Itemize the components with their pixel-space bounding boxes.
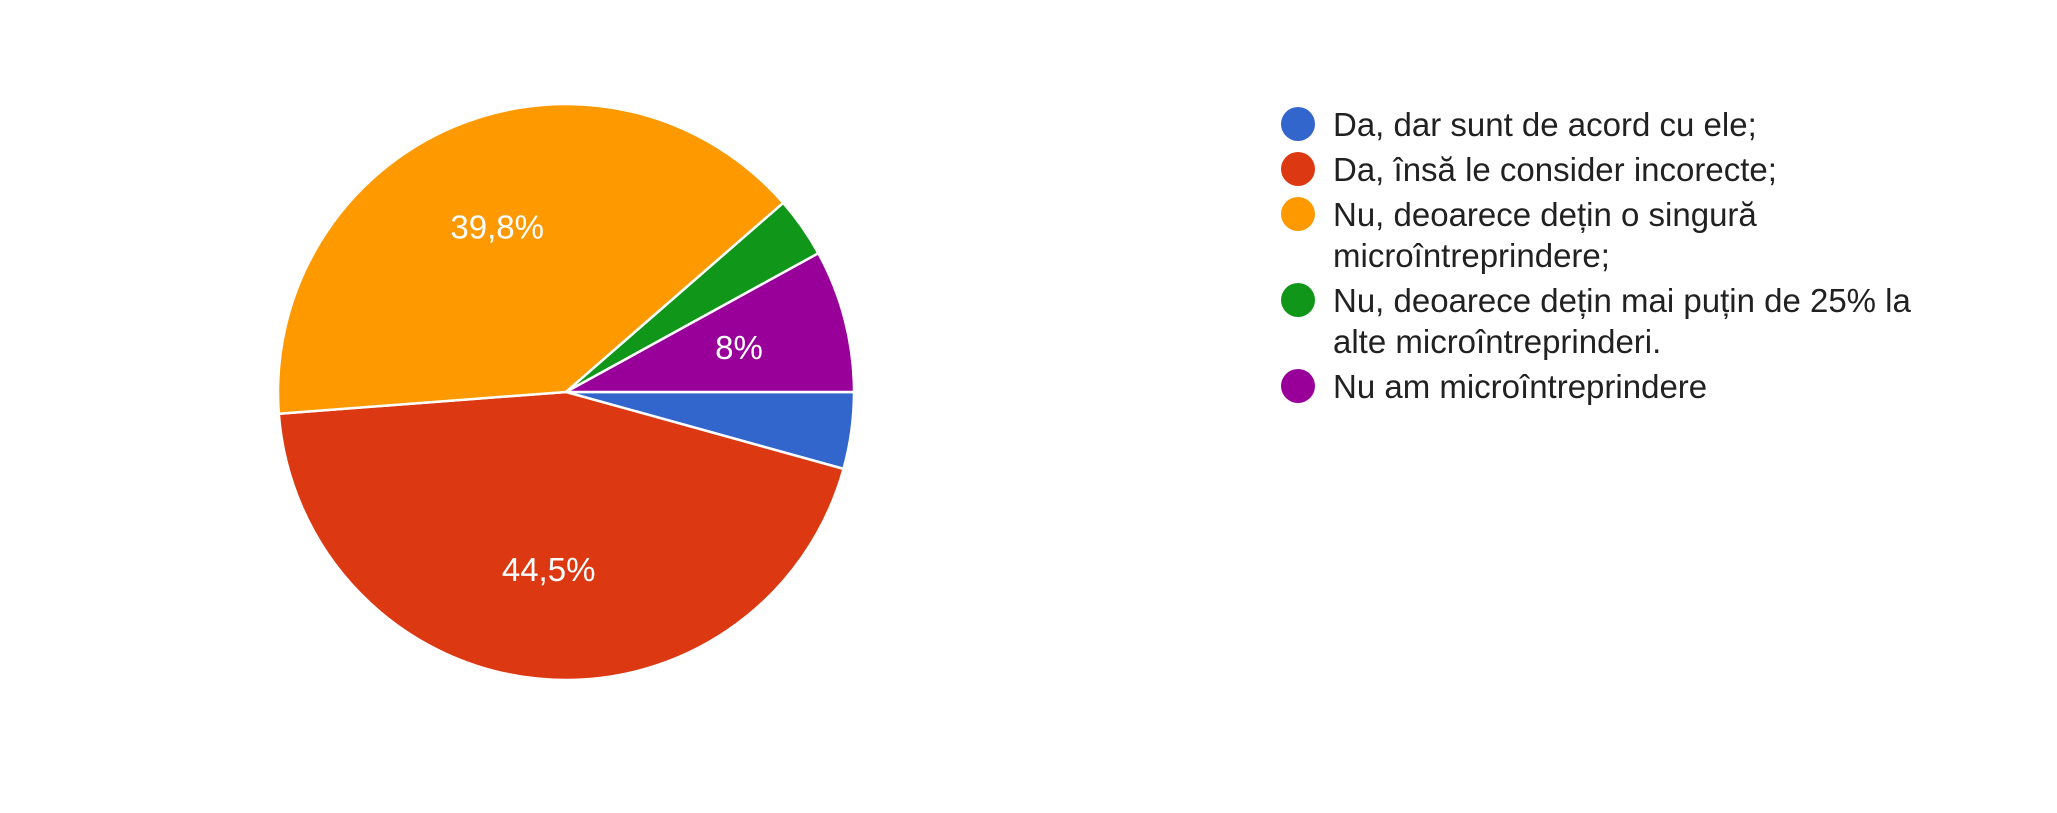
legend-item-0: Da, dar sunt de acord cu ele;	[1281, 106, 1757, 143]
legend-label-2: Nu, deoarece dețin o singură microîntrepr…	[1333, 196, 1757, 274]
slice-value-label-4: 8%	[715, 329, 763, 366]
slice-value-label-1: 44,5%	[502, 551, 596, 588]
legend-marker-3	[1281, 283, 1315, 317]
pie-slice-1	[277, 390, 845, 682]
legend-item-1: Da, însă le consider incorecte;	[1281, 151, 1777, 188]
slice-value-label-2: 39,8%	[450, 209, 544, 246]
pie-slice-4	[564, 252, 856, 394]
legend-label-4: Nu am microîntreprindere	[1333, 368, 1707, 405]
pie-slices	[276, 102, 856, 682]
legend-label-3: Nu, deoarece dețin mai puțin de 25% la al…	[1333, 282, 1912, 360]
legend: Da, dar sunt de acord cu ele; Da, însă le…	[1281, 106, 1912, 405]
legend-marker-1	[1281, 152, 1315, 186]
legend-marker-4	[1281, 369, 1315, 403]
legend-marker-2	[1281, 197, 1315, 231]
pie-slice-labels: 44,5% 39,8% 8%	[450, 209, 762, 588]
legend-label-1: Da, însă le consider incorecte;	[1333, 151, 1777, 188]
legend-label-0: Da, dar sunt de acord cu ele;	[1333, 106, 1757, 143]
legend-item-2: Nu, deoarece dețin o singură microîntrepr…	[1281, 196, 1757, 274]
legend-marker-0	[1281, 107, 1315, 141]
legend-item-4: Nu am microîntreprindere	[1281, 368, 1707, 405]
pie-slice-2	[276, 102, 785, 415]
legend-item-3: Nu, deoarece dețin mai puțin de 25% la al…	[1281, 282, 1912, 360]
